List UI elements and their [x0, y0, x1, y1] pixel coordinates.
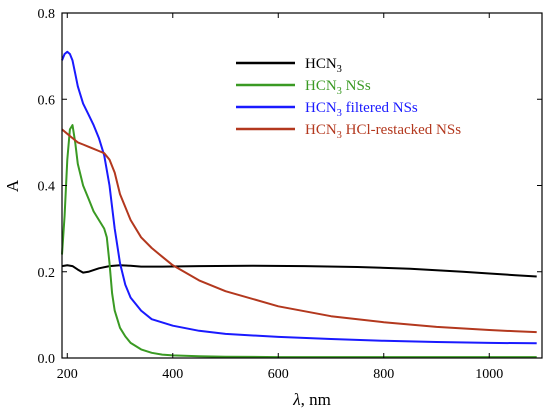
plot-lines — [61, 50, 537, 359]
series-line — [61, 124, 537, 359]
series-line — [61, 264, 537, 278]
y-axis: 0.0 0.2 0.4 0.6 0.8 — [38, 7, 542, 367]
x-tick-label: 400 — [162, 367, 183, 382]
legend-entry: HCN3 NSs — [305, 78, 371, 97]
legend-entry: HCN3 — [305, 56, 342, 75]
legend-entry: HCN3 filtered NSs — [305, 100, 418, 119]
x-axis: 200 400 600 800 1000 — [57, 13, 503, 382]
x-axis-title: λ, nm — [292, 390, 331, 409]
x-tick-label: 600 — [268, 367, 289, 382]
x-axis-variable: λ — [292, 390, 300, 409]
legend-entry: HCN3 HCl-restacked NSs — [305, 122, 461, 141]
x-axis-unit: , nm — [301, 390, 331, 409]
x-tick-label: 200 — [57, 367, 78, 382]
y-tick-label: 0.8 — [38, 7, 56, 22]
y-tick-label: 0.0 — [38, 352, 56, 367]
plot-frame — [61, 12, 543, 359]
y-axis-title: A — [3, 179, 22, 192]
series-line — [61, 128, 537, 334]
series-line — [61, 50, 537, 345]
y-tick-label: 0.6 — [38, 93, 56, 108]
x-tick-label: 800 — [373, 367, 394, 382]
legend: HCN3 HCN3 NSs HCN3 filtered NSs HCN3 HCl-re… — [236, 56, 461, 141]
y-tick-label: 0.4 — [38, 180, 56, 195]
y-tick-label: 0.2 — [38, 266, 56, 281]
x-tick-label: 1000 — [475, 367, 503, 382]
